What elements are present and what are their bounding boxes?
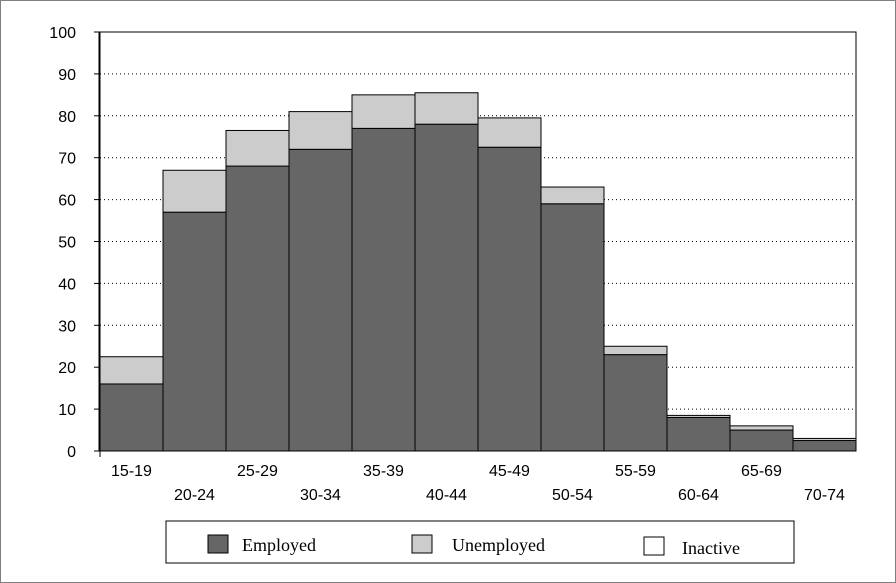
legend-swatch-inactive [643,536,665,556]
bar-employed-50-54 [540,203,605,452]
bar-employed-70-74 [792,440,857,452]
y-tick-label: 40 [58,276,76,293]
legend-swatch-unemployed [411,534,433,554]
y-tick-label: 20 [58,360,76,377]
y-tick-label: 60 [58,193,76,210]
y-tick-label: 80 [58,109,76,126]
y-tick-label: 90 [58,67,76,84]
y-tick-label: 0 [67,444,76,461]
bar-employed-35-39 [351,127,416,452]
legend: Employed Unemployed Inactive [165,520,795,564]
legend-label-inactive: Inactive [682,538,740,558]
bar-unemployed-15-19 [99,356,164,385]
legend-box [165,520,795,564]
x-tick-label: 45-49 [489,463,530,480]
bar-unemployed-25-29 [225,129,290,167]
bar-unemployed-30-34 [288,111,353,150]
bar-unemployed-20-24 [162,169,227,213]
x-tick-label: 50-54 [552,487,593,504]
bar-unemployed-35-39 [351,94,416,129]
bar-unemployed-50-54 [540,186,605,205]
bar-unemployed-45-49 [477,117,542,148]
y-tick-label: 10 [58,402,76,419]
bar-employed-25-29 [225,165,290,452]
y-tick-label: 50 [58,235,76,252]
bar-employed-45-49 [477,146,542,452]
bar-unemployed-70-74 [792,437,857,442]
legend-swatch-employed [207,534,229,554]
x-tick-label: 30-34 [300,487,341,504]
bar-employed-60-64 [666,416,731,452]
bars [99,92,857,452]
y-tick-label: 30 [58,318,76,335]
bar-unemployed-60-64 [666,414,731,418]
bar-employed-30-34 [288,148,353,452]
x-axis: 15-19 20-24 25-29 30-34 35-39 40-44 45-49 50-54… [111,463,845,504]
bar-employed-55-59 [603,354,668,452]
x-tick-label: 25-29 [237,463,278,480]
bar-unemployed-55-59 [603,345,668,356]
x-tick-label: 55-59 [615,463,656,480]
y-tick-label: 100 [49,25,76,42]
x-tick-label: 60-64 [678,487,719,504]
x-tick-label: 35-39 [363,463,404,480]
legend-label-unemployed: Unemployed [452,535,545,555]
y-axis: 0 10 20 30 40 50 60 70 80 90 100 [49,25,101,461]
bar-employed-20-24 [162,211,227,452]
x-tick-label: 65-69 [741,463,782,480]
legend-label-employed: Employed [242,535,316,555]
bar-employed-15-19 [99,383,164,452]
x-tick-label: 70-74 [804,487,845,504]
bar-employed-65-69 [729,429,794,452]
bar-employed-40-44 [414,123,479,452]
y-tick-label: 70 [58,151,76,168]
bar-unemployed-40-44 [414,92,479,125]
x-tick-label: 40-44 [426,487,467,504]
x-tick-label: 15-19 [111,463,152,480]
x-tick-label: 20-24 [174,487,215,504]
bar-unemployed-65-69 [729,425,794,431]
